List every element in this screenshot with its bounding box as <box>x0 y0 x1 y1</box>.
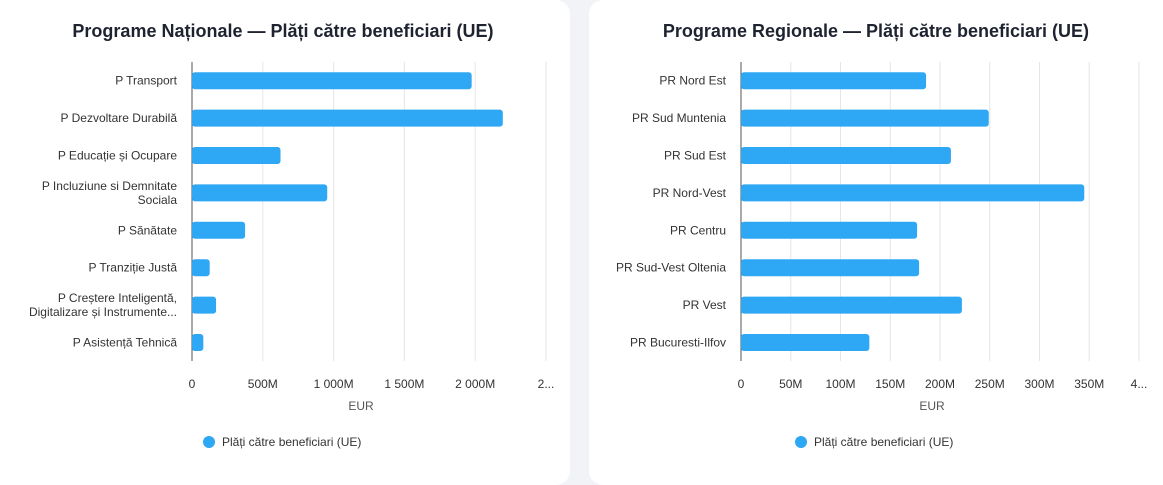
bar[interactable] <box>741 259 920 277</box>
x-tick-label: 1 500M <box>384 377 424 391</box>
bar[interactable] <box>192 72 472 90</box>
bar[interactable] <box>741 334 870 351</box>
bar[interactable] <box>192 147 281 164</box>
chart-national: Programe Naționale — Plăți către benefic… <box>29 21 555 449</box>
category-label: P Sănătate <box>118 223 177 237</box>
chart-card-regional: Programe Regionale — Plăți către benefic… <box>589 0 1163 485</box>
legend-marker[interactable] <box>795 436 807 448</box>
chart-card-national: Programe Naționale — Plăți către benefic… <box>0 0 570 485</box>
bar[interactable] <box>741 296 962 314</box>
bar[interactable] <box>192 334 204 351</box>
bar[interactable] <box>192 184 328 202</box>
x-tick-label: 500M <box>248 377 278 391</box>
x-tick-label: 150M <box>875 377 905 391</box>
bar[interactable] <box>741 221 918 239</box>
category-label: P Educație și Ocupare <box>58 149 178 163</box>
category-label: PR Nord Est <box>659 74 726 88</box>
chart-title: Programe Regionale — Plăți către benefic… <box>663 21 1089 41</box>
chart-regional: Programe Regionale — Plăți către benefic… <box>616 21 1148 449</box>
x-tick-label: 50M <box>779 377 802 391</box>
x-tick-label: 200M <box>925 377 955 391</box>
category-label: P Asistență Tehnică <box>73 336 178 350</box>
x-tick-label: 2 000M <box>455 377 495 391</box>
legend-marker[interactable] <box>203 436 215 448</box>
bar[interactable] <box>192 221 246 239</box>
category-label: PR Vest <box>683 298 727 312</box>
category-label: PR Centru <box>670 223 726 237</box>
bar[interactable] <box>741 72 927 90</box>
category-label: PR Nord-Vest <box>653 186 727 200</box>
x-tick-label: 2... <box>538 377 555 391</box>
category-label: PR Sud-Vest Oltenia <box>616 261 726 275</box>
bar[interactable] <box>192 296 217 314</box>
x-tick-label: 0 <box>738 377 745 391</box>
legend-label[interactable]: Plăți către beneficiari (UE) <box>814 435 953 449</box>
x-tick-label: 350M <box>1074 377 1104 391</box>
bar[interactable] <box>741 184 1085 202</box>
x-tick-label: 250M <box>975 377 1005 391</box>
category-label: PR Bucuresti-Ilfov <box>630 336 726 350</box>
category-label: P Tranziție Justă <box>89 261 178 275</box>
bar[interactable] <box>741 109 989 127</box>
x-axis-label: EUR <box>919 399 945 413</box>
x-tick-label: 300M <box>1024 377 1054 391</box>
bar[interactable] <box>192 259 210 277</box>
x-tick-label: 1 000M <box>314 377 354 391</box>
category-label: P Dezvoltare Durabilă <box>60 111 177 125</box>
x-axis-label: EUR <box>348 399 374 413</box>
x-tick-label: 100M <box>825 377 855 391</box>
x-tick-label: 0 <box>189 377 196 391</box>
bar[interactable] <box>192 109 503 127</box>
category-label: P Transport <box>115 74 177 88</box>
category-label: P Creștere Inteligentă, Digitalizare și I… <box>29 291 177 319</box>
x-tick-label: 4... <box>1131 377 1148 391</box>
bar[interactable] <box>741 147 951 164</box>
category-label: PR Sud Muntenia <box>632 111 726 125</box>
chart-title: Programe Naționale — Plăți către benefic… <box>72 21 493 41</box>
legend-label[interactable]: Plăți către beneficiari (UE) <box>222 435 361 449</box>
category-label: PR Sud Est <box>664 149 727 163</box>
category-label: P Incluziune si Demnitate Sociala <box>42 179 178 207</box>
